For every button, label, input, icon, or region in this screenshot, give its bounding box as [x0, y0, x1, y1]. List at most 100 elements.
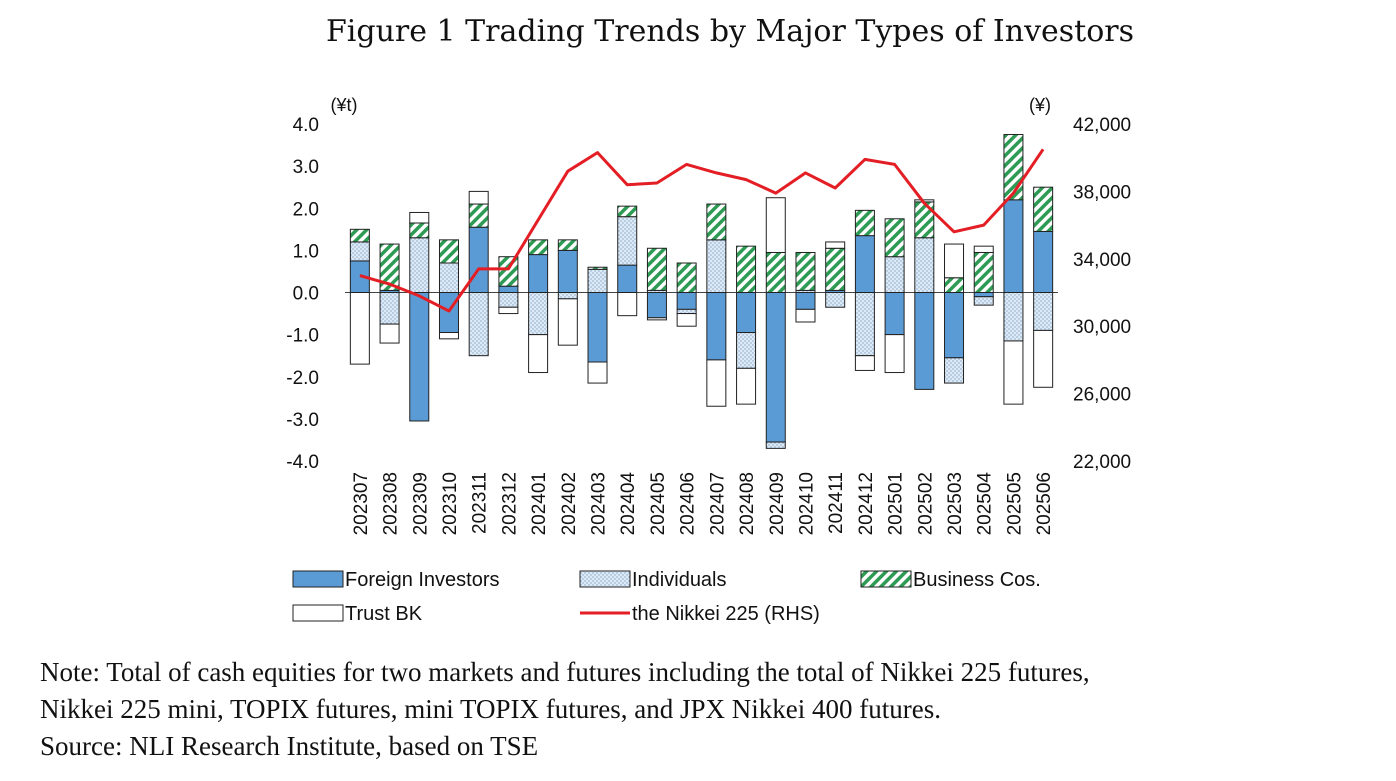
bar-individuals-202501 [884, 256, 905, 294]
right-axis-tick-label: 38,000 [1073, 182, 1131, 203]
legend-label-foreign: Foreign Investors [345, 569, 500, 591]
bar-trust-202312 [498, 306, 519, 315]
nikkei-225-line [359, 148, 1045, 313]
bar-trust-202505 [1003, 340, 1024, 405]
left-axis-tick-label: -2.0 [286, 368, 319, 389]
bar-business-202407 [706, 203, 727, 241]
bar-business-202502 [914, 201, 935, 239]
bar-trust-202504 [973, 245, 994, 253]
bar-foreign-202506 [1033, 230, 1054, 293]
category-label: 202308 [381, 472, 402, 535]
note-line-2: Nikkei 225 mini, TOPIX futures, mini TOP… [40, 694, 941, 724]
bar-individuals-202502 [914, 237, 935, 294]
bar-individuals-202309 [409, 237, 430, 294]
bar-foreign-202402 [557, 249, 578, 293]
category-label: 202506 [1034, 472, 1055, 535]
bar-trust-202403 [587, 361, 608, 384]
bar-trust-202309 [409, 211, 430, 224]
category-label: 202402 [559, 472, 580, 535]
left-axis-tick-label: -3.0 [286, 410, 319, 431]
bar-trust-202506 [1033, 329, 1054, 388]
legend-label-individuals: Individuals [632, 569, 727, 591]
category-label: 202411 [826, 472, 847, 534]
bar-individuals-202411 [825, 292, 846, 308]
bar-trust-202407 [706, 359, 727, 407]
bar-individuals-202402 [557, 292, 578, 300]
bar-trust-202503 [944, 243, 965, 279]
bar-trust-202406 [676, 313, 697, 327]
bar-business-202410 [795, 251, 816, 291]
bar-business-202404 [617, 205, 638, 218]
bar-individuals-202404 [617, 216, 638, 266]
bar-foreign-202409 [765, 292, 786, 443]
category-label: 202408 [737, 472, 758, 535]
category-label: 202309 [410, 472, 431, 535]
bar-trust-202308 [379, 323, 400, 344]
right-axis-unit: (¥) [1029, 95, 1051, 115]
category-label: 202404 [618, 472, 639, 536]
source-line: Source: NLI Research Institute, based on… [40, 731, 539, 761]
right-axis-tick-label: 22,000 [1073, 452, 1131, 473]
category-label: 202504 [975, 472, 996, 536]
chart-title: Figure 1 Trading Trends by Major Types o… [325, 14, 1135, 49]
bar-individuals-202311 [468, 292, 489, 357]
category-label: 202412 [856, 472, 877, 535]
bar-business-202311 [468, 203, 489, 228]
category-label: 202312 [499, 472, 520, 535]
bar-business-202401 [528, 239, 549, 256]
bar-individuals-202407 [706, 239, 727, 293]
left-axis-tick-label: 1.0 [293, 241, 319, 262]
bar-business-202405 [646, 247, 667, 291]
left-axis-tick-label: 0.0 [293, 284, 319, 305]
bar-business-202411 [825, 247, 846, 291]
legend-swatch-individuals [579, 570, 631, 588]
bar-individuals-202506 [1033, 292, 1054, 331]
bar-foreign-202312 [498, 285, 519, 293]
bar-business-202308 [379, 243, 400, 291]
bar-business-202406 [676, 262, 697, 294]
bar-foreign-202311 [468, 226, 489, 293]
bar-trust-202411 [825, 241, 846, 249]
category-label: 202403 [589, 472, 610, 535]
bar-individuals-202403 [587, 268, 608, 293]
bar-foreign-202404 [617, 264, 638, 293]
legend-label-business: Business Cos. [913, 569, 1041, 591]
bar-business-202504 [973, 251, 994, 293]
category-label: 202503 [945, 472, 966, 535]
left-axis-tick-label: -1.0 [286, 326, 319, 347]
legend-label-trust: Trust BK [345, 603, 423, 625]
bar-individuals-202408 [736, 332, 757, 369]
bar-foreign-202405 [646, 292, 667, 319]
category-label: 202501 [886, 472, 907, 535]
bar-business-202412 [854, 209, 875, 237]
bar-trust-202311 [468, 190, 489, 205]
bar-trust-202307 [349, 292, 370, 365]
bar-business-202309 [409, 222, 430, 239]
category-label: 202401 [529, 472, 550, 535]
bar-foreign-202504 [973, 292, 994, 298]
bar-individuals-202307 [349, 241, 370, 262]
category-label: 202505 [1004, 472, 1025, 535]
bar-individuals-202505 [1003, 292, 1024, 342]
bar-business-202408 [736, 245, 757, 294]
bar-business-202307 [349, 228, 370, 243]
legend-swatch-business [860, 570, 912, 588]
bar-foreign-202407 [706, 292, 727, 361]
bar-business-202402 [557, 239, 578, 251]
right-axis-tick-label: 42,000 [1073, 115, 1131, 136]
category-label: 202410 [796, 472, 817, 535]
left-axis-tick-label: 3.0 [293, 157, 319, 178]
right-axis-tick-label: 30,000 [1073, 317, 1131, 338]
left-axis-tick-label: 4.0 [293, 115, 319, 136]
bar-foreign-202403 [587, 292, 608, 363]
left-axis-tick-label: 2.0 [293, 199, 319, 220]
legend-swatch-trust [292, 604, 344, 622]
bar-individuals-202412 [854, 292, 875, 357]
category-label: 202406 [678, 472, 699, 535]
legend-swatch-foreign [292, 570, 344, 588]
bar-trust-202410 [795, 308, 816, 323]
bar-foreign-202309 [409, 292, 430, 422]
bar-foreign-202408 [736, 292, 757, 334]
bar-trust-202405 [646, 317, 667, 321]
bar-trust-202401 [528, 334, 549, 374]
